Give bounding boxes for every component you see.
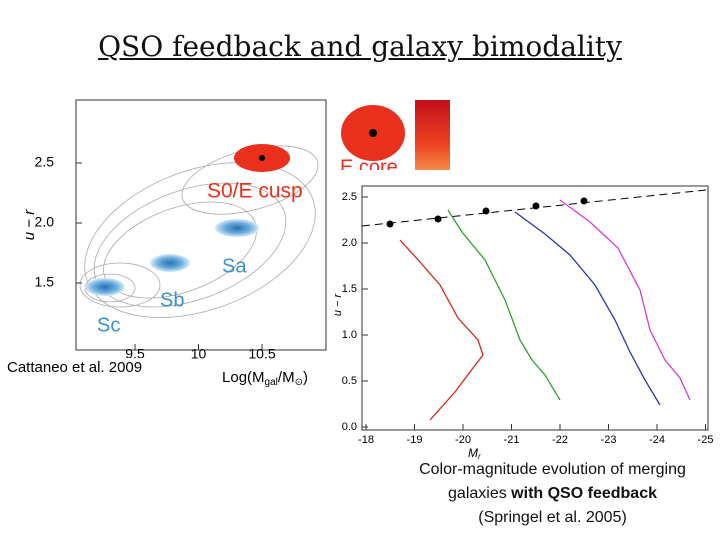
y-tick-label: 1.5 — [342, 283, 357, 295]
sc-galaxy — [85, 278, 125, 296]
contour — [84, 162, 316, 318]
contour — [84, 273, 136, 303]
point — [532, 202, 540, 210]
plot-frame — [361, 185, 709, 431]
x-tick-label: -25 — [698, 434, 714, 446]
plot-frame — [75, 99, 327, 351]
x-label-part: gal — [265, 377, 278, 388]
sa-galaxy — [215, 219, 259, 237]
caption-text: galaxies — [448, 485, 512, 502]
sb-galaxy — [150, 254, 190, 272]
center-dot — [259, 155, 265, 161]
track — [559, 199, 691, 401]
right-figure: u − r Mr 2.5 2.0 1.5 1.0 0.5 0.0-18 -19 -20 -21 -… — [330, 170, 720, 461]
y-tick-label: 0.0 — [342, 421, 357, 433]
track — [514, 211, 661, 406]
x-label-part: Log(M — [222, 369, 265, 386]
x-tick-label: -19 — [407, 434, 423, 446]
caption-bold: with QSO feedback — [511, 485, 657, 502]
y-axis-label: u − r — [332, 293, 344, 317]
galaxy-label: Sa — [222, 255, 247, 277]
point — [434, 215, 442, 223]
galaxy-label: Sc — [97, 314, 120, 336]
x-label-part: /M — [278, 369, 295, 386]
x-tick-label: 9.5 — [125, 346, 145, 362]
track — [447, 209, 561, 401]
y-tick-label: 1.0 — [342, 329, 357, 341]
galaxy-label: Sb — [160, 289, 184, 311]
track — [399, 239, 484, 421]
contour — [103, 201, 257, 299]
left-caption: Cattaneo et al. 2009 — [4, 358, 146, 377]
y-tick-label: 2.5 — [35, 154, 55, 170]
x-axis-label: Mr — [468, 446, 481, 461]
point — [386, 220, 394, 228]
right-caption: Color-magnitude evolution of merging gal… — [380, 458, 720, 530]
final-points — [386, 197, 588, 228]
x-label-part: ) — [303, 369, 308, 386]
tracks — [399, 199, 691, 421]
y-tick-label: 2.5 — [342, 191, 357, 203]
x-label-part: r — [478, 452, 481, 461]
point — [482, 207, 490, 215]
x-tick-label: -22 — [552, 434, 568, 446]
y-tick-label: 1.5 — [35, 274, 55, 290]
x-label-part: M — [468, 446, 478, 460]
slide-title: QSO feedback and galaxy bimodality — [98, 30, 622, 63]
x-label-part: ⊙ — [295, 377, 303, 388]
y-tick-label: 2.0 — [35, 214, 55, 230]
x-tick-label: -18 — [358, 434, 374, 446]
caption-line: Color-magnitude evolution of merging — [419, 461, 686, 478]
galaxy-label: S0/E cusp — [207, 180, 303, 203]
x-tick-label: -21 — [504, 434, 520, 446]
y-axis-label: u − r — [21, 209, 38, 240]
x-tick-label: -23 — [601, 434, 617, 446]
figure-bg — [330, 170, 720, 455]
x-tick-label: -20 — [455, 434, 471, 446]
contour — [79, 262, 161, 308]
x-tick-label: 10.5 — [248, 346, 275, 362]
contours — [79, 145, 319, 318]
point — [580, 197, 588, 205]
x-tick-label: -24 — [649, 434, 665, 446]
x-axis-label: Log(Mgal/M⊙) — [222, 369, 308, 388]
right-ticks: 2.5 2.0 1.5 1.0 0.5 0.0-18 -19 -20 -21 -22 -23 -24 -… — [342, 191, 714, 446]
caption-line: (Springel et al. 2005) — [478, 509, 627, 526]
center-dot — [369, 129, 377, 137]
y-tick-label: 2.0 — [342, 237, 357, 249]
x-tick-label: 10 — [191, 346, 207, 362]
left-ticks: 2.5 2.0 1.5 9.5 10 10.5 — [35, 154, 276, 362]
y-tick-label: 0.5 — [342, 375, 357, 387]
